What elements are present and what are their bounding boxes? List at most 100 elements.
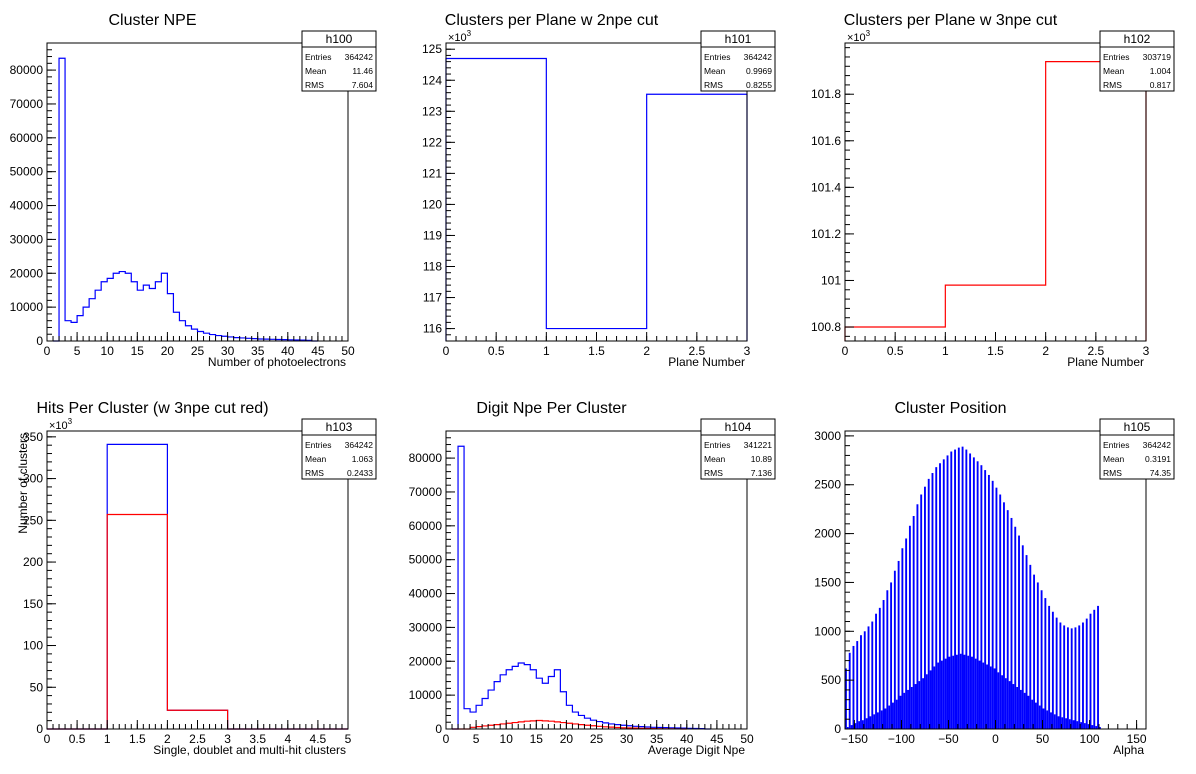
histogram-bin	[944, 658, 947, 729]
histogram-bin	[918, 681, 921, 729]
y-tick-label: 300	[23, 472, 43, 486]
histogram-bin	[876, 712, 879, 729]
y-tick-label: 101.4	[811, 180, 841, 194]
histogram-series-line	[445, 57, 748, 341]
histogram-bin	[1082, 622, 1084, 729]
stats-value: 0.8255	[746, 80, 772, 90]
stats-label: Mean	[1103, 66, 1125, 76]
stats-box	[1099, 30, 1175, 92]
histogram-bin	[1080, 722, 1083, 729]
x-tick-label: 30	[620, 732, 634, 746]
histogram-bin	[910, 686, 913, 729]
y-tick-label: 200	[23, 555, 43, 569]
histogram-bin	[854, 723, 857, 729]
histogram-bin	[861, 720, 864, 729]
y-tick-label: 0	[36, 722, 43, 736]
y-tick-label: 101	[821, 273, 841, 287]
x-tick-label: 2.5	[189, 732, 206, 746]
stats-value: 11.46	[352, 66, 373, 76]
y-tick-label: 118	[423, 260, 442, 274]
histogram-bin	[1025, 555, 1028, 729]
histogram-bin	[1001, 675, 1004, 729]
histogram-bin	[871, 621, 874, 729]
x-tick-label: 40	[680, 732, 694, 746]
histogram-panel-2: Clusters per Plane w 2npe cut 0 0.5 1 1.5 2 2.…	[422, 12, 776, 369]
x-tick-label: 2.5	[688, 344, 705, 358]
x-tick-label: −100	[888, 732, 915, 746]
histogram-bin	[1010, 517, 1013, 729]
stats-value: 0.817	[1150, 80, 1172, 90]
stats-value: 364242	[1143, 440, 1172, 450]
x-tick-label: 3	[1143, 344, 1150, 358]
stats-value: 74.35	[1150, 468, 1172, 478]
histogram-bin	[1003, 502, 1005, 729]
histogram-bin	[976, 461, 979, 729]
x-tick-label: −50	[938, 732, 959, 746]
x-tick-label: 2	[1042, 344, 1049, 358]
histogram-bin	[967, 655, 970, 729]
x-tick-label: 0.5	[488, 344, 505, 358]
chart-title: Cluster Position	[894, 400, 1006, 417]
stats-label: Entries	[1103, 52, 1129, 62]
histogram-bin	[1038, 705, 1041, 729]
histogram-bin	[993, 668, 996, 729]
histogram-bin	[1066, 627, 1069, 729]
x-tick-label: 40	[281, 344, 295, 358]
histogram-bin	[1091, 725, 1094, 729]
histogram-bin	[1068, 719, 1071, 729]
x-tick-label: 25	[590, 732, 604, 746]
chart-title: Digit Npe Per Cluster	[476, 400, 627, 417]
chart-title: Cluster NPE	[108, 12, 196, 29]
stats-box	[301, 30, 377, 92]
stats-box	[301, 418, 377, 480]
x-axis-label: Plane Number	[668, 355, 745, 369]
histogram-bin	[869, 716, 872, 729]
histogram-bin	[959, 653, 962, 729]
histogram-bin	[1095, 726, 1098, 729]
stats-label: RMS	[1103, 80, 1122, 90]
stats-label: RMS	[1103, 468, 1122, 478]
stats-value: 0.9969	[746, 66, 772, 76]
histogram-bin	[1087, 724, 1090, 729]
histogram-bin	[867, 626, 870, 729]
histogram-bin	[963, 654, 966, 729]
x-tick-label: 15	[131, 344, 145, 358]
y-tick-label: 2500	[814, 478, 841, 492]
x-tick-label: 2	[164, 732, 171, 746]
x-tick-label: 0.5	[887, 344, 904, 358]
histogram-bin	[1004, 678, 1007, 729]
x-tick-label: 0	[992, 732, 999, 746]
histogram-bin	[931, 473, 934, 729]
y-tick-label: 0	[36, 334, 43, 348]
chart-title: Hits Per Cluster (w 3npe cut red)	[36, 400, 268, 417]
x-tick-label: 4	[284, 732, 291, 746]
x-tick-label: 1	[942, 344, 949, 358]
histogram-bin	[882, 600, 885, 729]
histogram-bin	[1093, 609, 1096, 729]
histogram-bin	[907, 689, 909, 729]
stats-box-name: h103	[326, 420, 353, 434]
histogram-bin	[1018, 535, 1020, 729]
histogram-bin	[899, 695, 902, 729]
x-tick-label: 0	[443, 732, 450, 746]
x-axis-label: Average Digit Npe	[648, 743, 745, 757]
y-tick-label: 122	[422, 135, 442, 149]
histogram-bin	[1074, 627, 1077, 729]
histogram-bin	[1014, 526, 1017, 729]
y-tick-label: 100.8	[811, 320, 841, 334]
x-tick-label: 0	[44, 732, 51, 746]
histogram-bin	[927, 478, 930, 729]
y-tick-label: 2000	[814, 527, 841, 541]
histogram-bin	[912, 516, 915, 729]
y-tick-label: 100	[23, 639, 43, 653]
histogram-bin	[982, 662, 985, 729]
stats-box-name: h100	[326, 32, 353, 46]
x-axis-label: Number of photoelectrons	[208, 355, 346, 369]
histogram-bin	[1089, 613, 1092, 729]
stats-label: Mean	[305, 66, 327, 76]
histogram-bin	[852, 645, 855, 729]
histogram-bin	[858, 721, 861, 729]
y-tick-label: 123	[422, 104, 442, 118]
histogram-bin	[1023, 692, 1026, 729]
histogram-bin	[860, 635, 862, 729]
